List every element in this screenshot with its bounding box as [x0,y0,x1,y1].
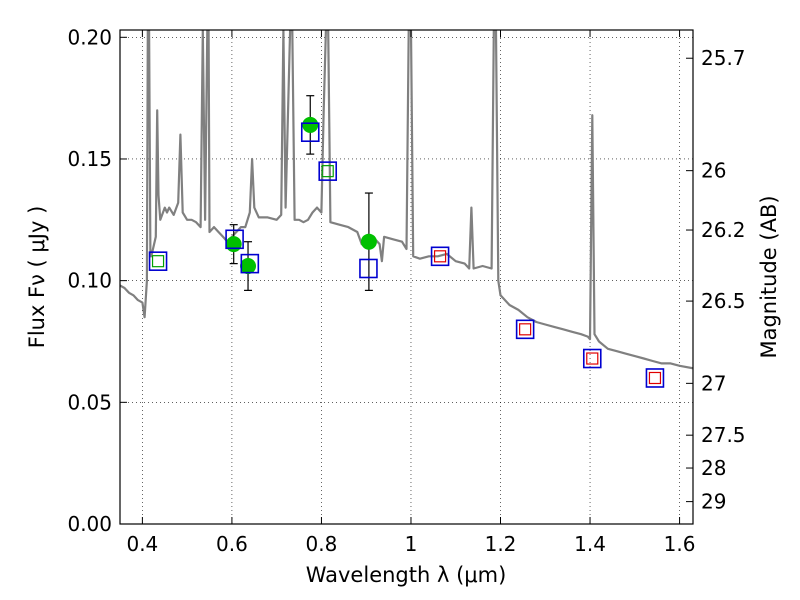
y2-tick-label: 25.7 [701,46,746,70]
observed-flux-point [360,233,377,250]
x-tick-label: 1.2 [485,532,517,556]
x-tick-label: 1.4 [574,532,606,556]
x-tick-label: 1.6 [664,532,696,556]
model-magnitude-point [318,161,338,181]
y-tick-label: 0.20 [67,25,112,49]
y-tick-label: 0.05 [67,390,112,414]
y2-tick-label: 27 [701,371,726,395]
x-tick-label: 1 [405,532,418,556]
model-spectrum-line [120,30,693,370]
y2-tick-label: 29 [701,490,726,514]
x-axis-label: Wavelength λ (μm) [306,563,507,587]
model-magnitude-point [645,368,665,388]
plot-frame [119,29,694,525]
observed-flux-point [240,258,257,275]
y2-axis-label: Magnitude (AB) [757,195,781,358]
y2-tick-label: 26.2 [701,218,746,242]
x-tick-label: 0.4 [126,532,158,556]
y-tick-label: 0.00 [67,512,112,536]
filter-flux-point [321,165,334,178]
observed-flux-point [302,116,319,133]
model-magnitude-point [240,253,260,274]
x-axis-ticks: 0.4 0.6 0.8 1 1.2 1.4 1.6 [126,30,695,556]
filter-flux-point [433,250,447,263]
filter-flux-point [586,352,599,365]
model-magnitude-point [515,319,535,340]
y2-tick-label: 28 [701,456,726,480]
model-magnitude-point [300,122,320,143]
y2-tick-label: 26 [701,159,726,183]
y2-axis-ticks: 25.7 26 26.2 26.5 27 27.5 28 29 [686,46,746,514]
filter-flux-point [519,323,532,336]
filter-flux-point [648,371,662,385]
model-magnitude-point [225,229,244,250]
model-magnitude-point [430,246,450,267]
data-points-layer [148,116,665,388]
y-axis-label: Flux Fν ( μJy ) [25,206,49,349]
y2-tick-label: 26.5 [701,289,746,313]
x-tick-label: 0.6 [216,532,248,556]
model-magnitude-point [582,348,602,369]
model-spectrum-layer [120,30,693,370]
model-magnitude-point [359,258,378,279]
observed-flux-point [225,236,242,253]
y-axis-ticks: 0.00 0.05 0.10 0.15 0.20 [67,25,127,536]
model-magnitude-point [148,251,168,271]
filter-flux-point [151,255,165,268]
x-tick-label: 0.8 [306,532,338,556]
y-tick-label: 0.15 [67,147,112,171]
y2-tick-label: 27.5 [701,423,746,447]
y-tick-label: 0.10 [67,269,112,293]
